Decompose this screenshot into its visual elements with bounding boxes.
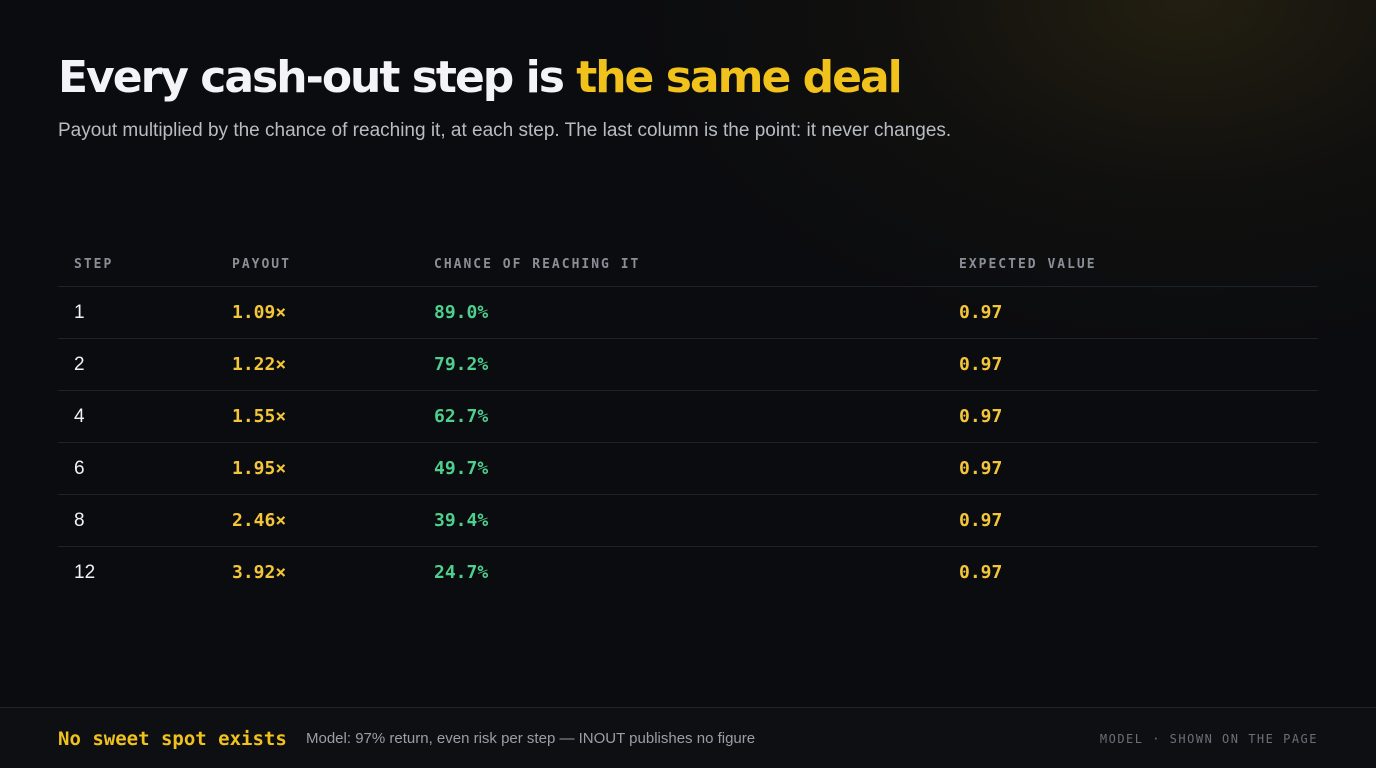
page-title-accent: the same deal [576, 52, 903, 103]
footer-title: No sweet spot exists [58, 727, 287, 750]
table-row: 4 1.55× 62.7% 0.97 [58, 391, 1318, 443]
column-header-step: STEP [74, 257, 114, 272]
chance-cell: 62.7% [434, 406, 489, 427]
step-cell: 2 [74, 353, 85, 375]
table-row: 1 1.09× 89.0% 0.97 [58, 287, 1318, 339]
expected-value-cell: 0.97 [959, 302, 1003, 323]
footer-source-label: MODEL · SHOWN ON THE PAGE [1099, 731, 1318, 746]
step-cell: 4 [74, 405, 85, 427]
chance-cell: 39.4% [434, 510, 489, 531]
chance-cell: 89.0% [434, 302, 489, 323]
chance-cell: 79.2% [434, 354, 489, 375]
payout-cell: 3.92× [232, 562, 287, 583]
table-row: 8 2.46× 39.4% 0.97 [58, 495, 1318, 547]
page-title: Every cash-out step is the same deal [58, 50, 903, 106]
footer-note: Model: 97% return, even risk per step — … [306, 730, 756, 747]
expected-value-cell: 0.97 [959, 354, 1003, 375]
page-title-lead: Every cash-out step is [58, 52, 577, 103]
payout-cell: 2.46× [232, 510, 287, 531]
step-cell: 8 [74, 509, 85, 531]
step-cell: 1 [74, 301, 85, 323]
expected-value-cell: 0.97 [959, 406, 1003, 427]
payout-cell: 1.09× [232, 302, 287, 323]
table-header-row: STEP PAYOUT CHANCE OF REACHING IT EXPECT… [58, 243, 1318, 287]
expected-value-cell: 0.97 [959, 458, 1003, 479]
chance-cell: 24.7% [434, 562, 489, 583]
column-header-expected-value: EXPECTED VALUE [959, 257, 1097, 272]
footer-bar: No sweet spot exists Model: 97% return, … [0, 707, 1376, 768]
chance-cell: 49.7% [434, 458, 489, 479]
step-cell: 6 [74, 457, 85, 479]
payout-cell: 1.22× [232, 354, 287, 375]
table-row: 2 1.22× 79.2% 0.97 [58, 339, 1318, 391]
expected-value-table: STEP PAYOUT CHANCE OF REACHING IT EXPECT… [58, 243, 1318, 598]
page-subtitle: Payout multiplied by the chance of reach… [58, 120, 952, 141]
payout-cell: 1.55× [232, 406, 287, 427]
payout-cell: 1.95× [232, 458, 287, 479]
step-cell: 12 [74, 561, 96, 583]
expected-value-cell: 0.97 [959, 562, 1003, 583]
table-row: 6 1.95× 49.7% 0.97 [58, 443, 1318, 495]
expected-value-cell: 0.97 [959, 510, 1003, 531]
table-row: 12 3.92× 24.7% 0.97 [58, 547, 1318, 598]
column-header-payout: PAYOUT [232, 257, 291, 272]
column-header-chance: CHANCE OF REACHING IT [434, 257, 641, 272]
